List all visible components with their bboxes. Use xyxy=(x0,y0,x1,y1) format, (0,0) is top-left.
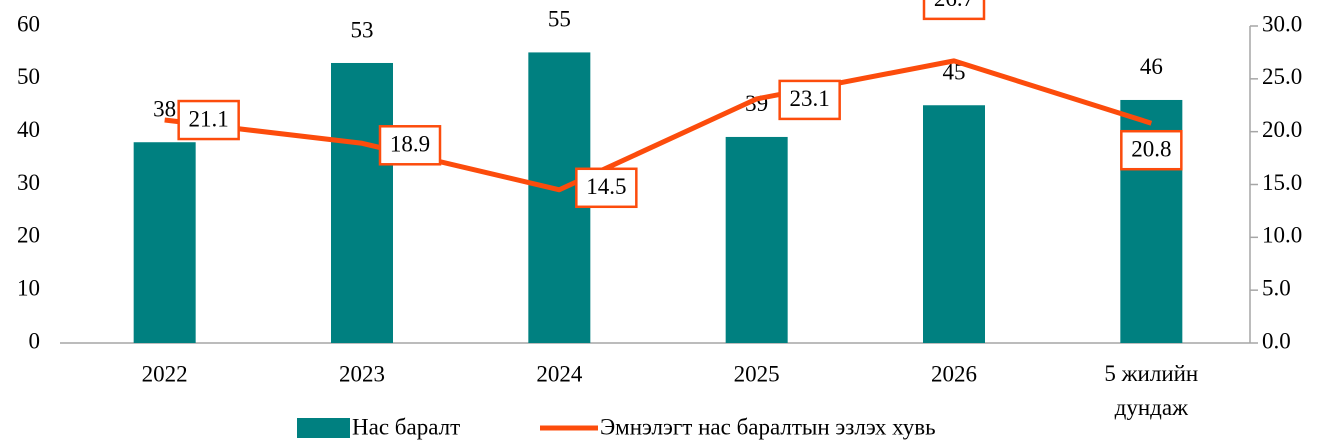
y2-tick-label: 25.0 xyxy=(1262,64,1302,89)
line-label: 14.5 xyxy=(586,174,626,199)
y2-tick-label: 5.0 xyxy=(1262,275,1291,300)
bar xyxy=(133,142,196,343)
bar xyxy=(725,136,788,343)
bar-label: 45 xyxy=(943,60,966,85)
x-tick-label: 2025 xyxy=(734,361,780,386)
y2-tick-label: 20.0 xyxy=(1262,117,1302,142)
y-tick-label: 0 xyxy=(29,328,41,353)
x-tick-label: 2023 xyxy=(339,361,385,386)
bar-label: 55 xyxy=(548,7,571,32)
line-label: 23.1 xyxy=(790,86,830,111)
bar-label: 46 xyxy=(1140,54,1163,79)
y2-tick-label: 15.0 xyxy=(1262,170,1302,195)
line-label-box xyxy=(922,0,986,21)
line-label: 26.7 xyxy=(934,0,974,11)
y-tick-label: 30 xyxy=(17,170,40,195)
y-tick-label: 50 xyxy=(17,64,40,89)
legend-label: Эмнэлэгт нас баралтын эзлэх хувь xyxy=(600,414,936,439)
bar xyxy=(923,105,985,343)
line-label-box xyxy=(1120,129,1183,171)
y2-tick-label: 0.0 xyxy=(1262,328,1291,353)
bar-label: 53 xyxy=(351,17,374,42)
y-tick-label: 10 xyxy=(17,275,40,300)
y2-tick-label: 30.0 xyxy=(1262,11,1302,36)
line-label-box xyxy=(378,125,442,166)
line-label-box xyxy=(778,79,841,121)
y-tick-label: 60 xyxy=(17,11,40,36)
line-label-box xyxy=(177,99,240,141)
legend-swatch xyxy=(297,418,350,438)
line-label-box xyxy=(575,167,638,209)
bar xyxy=(331,62,393,343)
y2-tick-label: 10.0 xyxy=(1262,223,1302,248)
line-label: 21.1 xyxy=(189,106,229,131)
x-tick-label: 2022 xyxy=(142,361,188,386)
x-tick-label: 2024 xyxy=(536,361,583,386)
y-tick-label: 20 xyxy=(17,223,40,248)
y-tick-label: 40 xyxy=(17,117,40,142)
legend-label: Нас баралт xyxy=(352,414,460,439)
line-label: 20.8 xyxy=(1131,136,1171,161)
bar-label: 38 xyxy=(153,97,176,122)
x-tick-label: 2026 xyxy=(931,361,977,386)
line xyxy=(164,58,1153,193)
line-label: 18.9 xyxy=(390,132,430,157)
x-tick-label: 5 жилийн дундаж xyxy=(1104,361,1198,420)
